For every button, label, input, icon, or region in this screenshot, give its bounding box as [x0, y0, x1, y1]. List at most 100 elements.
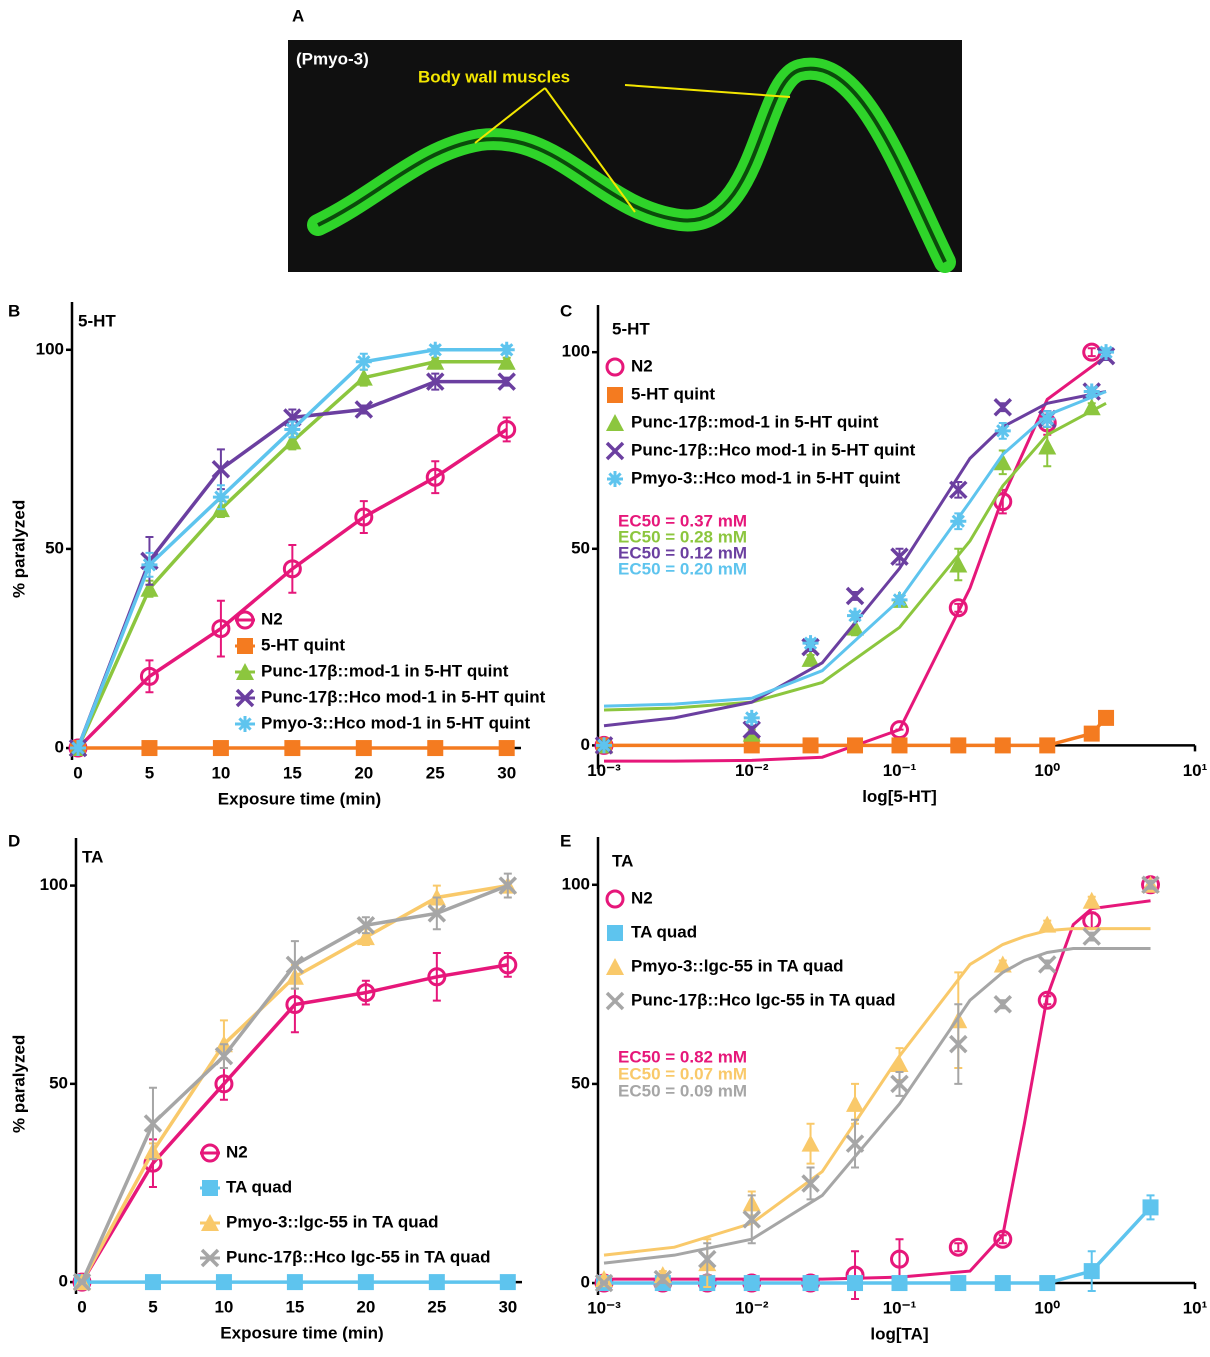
legend-marker — [237, 716, 253, 732]
legend-label: Punc-17β::Hco lgc-55 in TA quad — [226, 1247, 490, 1266]
data-point — [1083, 383, 1100, 400]
data-point — [949, 555, 968, 573]
data-point — [427, 740, 444, 757]
data-point — [214, 1046, 234, 1066]
data-point — [595, 1270, 613, 1288]
x-tick-label: 30 — [497, 764, 516, 783]
legend-label: Pmyo-3::lgc-55 in TA quad — [226, 1212, 439, 1231]
data-point — [596, 737, 612, 754]
data-point — [994, 1275, 1011, 1292]
data-point — [214, 1074, 234, 1094]
y-axis-title: % paralyzed — [9, 1035, 28, 1133]
x-tick-label: 10⁻³ — [587, 761, 621, 780]
data-point — [428, 1274, 445, 1291]
data-point — [890, 1074, 909, 1094]
data-point — [427, 341, 444, 358]
data-point — [801, 1174, 820, 1193]
data-point — [802, 737, 819, 754]
data-point — [801, 1134, 820, 1152]
error-bar — [359, 500, 368, 534]
data-point — [1082, 891, 1101, 909]
data-point — [847, 607, 864, 624]
data-point — [950, 737, 967, 754]
data-point — [994, 737, 1011, 754]
x-axis-title: Exposure time (min) — [220, 1324, 383, 1343]
data-point — [497, 419, 517, 439]
x-tick-label: 15 — [285, 1298, 304, 1317]
legend-marker — [200, 1143, 220, 1163]
ec50-annotation: EC50 = 0.20 mM — [618, 559, 747, 578]
data-point — [993, 453, 1012, 471]
error-bar — [954, 1242, 963, 1253]
error-bar — [145, 659, 154, 694]
data-point — [427, 904, 447, 923]
x-axis-title: Exposure time (min) — [218, 790, 381, 809]
data-point — [72, 1272, 92, 1292]
y-tick-label: 100 — [562, 874, 590, 893]
y-tick-label: 100 — [562, 342, 590, 361]
data-point — [891, 591, 908, 608]
ec50-annotation: EC50 = 0.82 mM — [618, 1047, 747, 1066]
legend-marker — [606, 414, 624, 431]
x-tick-label: 10⁻³ — [587, 1299, 621, 1318]
legend-marker — [200, 1248, 220, 1268]
x-tick-label: 0 — [73, 764, 82, 783]
panel-letter: E — [560, 831, 571, 850]
data-point — [847, 737, 864, 754]
data-point — [994, 422, 1011, 439]
data-point — [950, 1275, 967, 1292]
data-point — [1098, 344, 1115, 361]
error-bar — [1043, 995, 1052, 1006]
data-point — [497, 352, 516, 370]
data-point — [497, 372, 516, 391]
x-axis-title: log[TA] — [870, 1325, 928, 1344]
data-point — [891, 737, 908, 754]
fit-curve — [603, 947, 1151, 1265]
data-point — [143, 1114, 163, 1133]
data-point — [653, 1269, 673, 1289]
data-point — [140, 579, 159, 597]
data-point — [1039, 737, 1056, 754]
data-point — [948, 598, 968, 618]
legend-marker — [235, 610, 255, 630]
error-bar — [954, 602, 963, 613]
y-axis-title: % paralyzed — [9, 500, 28, 598]
fit-curve — [604, 899, 1151, 1281]
data-point — [1082, 927, 1101, 946]
pointer — [474, 87, 546, 144]
data-point — [993, 995, 1013, 1014]
data-point — [427, 967, 447, 987]
data-point — [498, 955, 518, 975]
data-point — [1039, 411, 1056, 428]
ec50-annotation: EC50 = 0.07 mM — [618, 1064, 747, 1083]
error-bar — [431, 460, 440, 495]
legend-label: Pmyo-3::lgc-55 in TA quad — [631, 956, 844, 975]
data-point — [285, 955, 305, 975]
fit-curve — [603, 390, 1107, 728]
data-point — [890, 547, 909, 566]
ec50-annotation: EC50 = 0.09 mM — [618, 1081, 747, 1100]
legend-marker — [237, 638, 253, 654]
data-point — [355, 353, 372, 370]
y-tick-label: 0 — [581, 1273, 590, 1292]
pointer — [544, 87, 636, 213]
legend-label: N2 — [631, 356, 653, 375]
fit-curve — [603, 401, 1107, 712]
error-bar — [432, 951, 441, 1002]
error-bar — [895, 1238, 904, 1281]
data-point — [948, 1237, 968, 1257]
y-tick-label: 50 — [571, 538, 590, 557]
data-point — [212, 740, 229, 757]
x-tick-label: 10¹ — [1183, 1299, 1208, 1318]
legend-marker — [607, 925, 623, 941]
fit-curve — [603, 927, 1151, 1257]
chart-title: TA — [612, 851, 633, 870]
caption: (Pmyo-3) — [296, 49, 369, 68]
legend-label: Punc-17β::mod-1 in 5-HT quint — [631, 412, 879, 431]
x-tick-label: 10 — [214, 1298, 233, 1317]
chart-title: 5-HT — [612, 319, 650, 338]
data-point — [743, 1275, 760, 1292]
chart-title: 5-HT — [78, 311, 116, 330]
data-point — [1098, 709, 1115, 726]
y-tick-label: 0 — [55, 738, 64, 757]
